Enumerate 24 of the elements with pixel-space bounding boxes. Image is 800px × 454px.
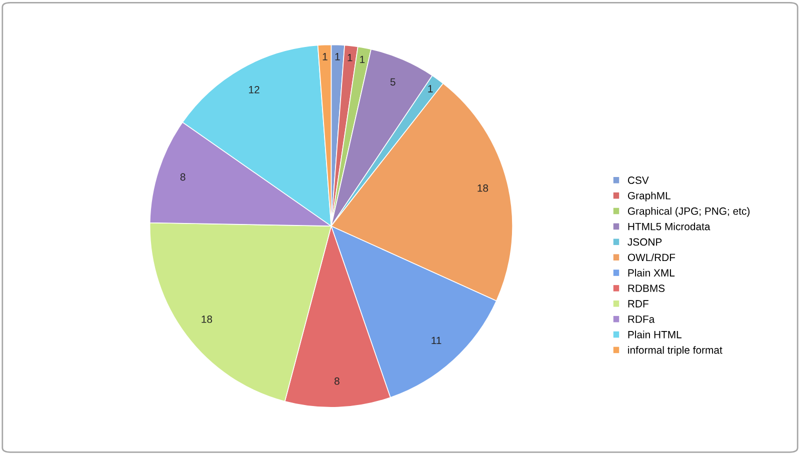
legend-label: Graphical (JPG; PNG; etc)	[628, 207, 750, 217]
data-label: 8	[334, 377, 340, 385]
legend-label: OWL/RDF	[628, 253, 676, 262]
data-label: 5	[390, 78, 396, 86]
data-label: 18	[478, 184, 488, 192]
legend-label: RDBMS	[628, 284, 665, 292]
data-label: 1	[360, 56, 365, 63]
data-label: 1	[348, 54, 352, 62]
legend-label: GraphML	[628, 192, 671, 202]
legend-label: informal triple format	[628, 346, 722, 356]
data-label: 1	[428, 85, 433, 92]
data-label: 8	[180, 173, 186, 181]
data-label: 18	[202, 316, 212, 323]
legend-label: Plain HTML	[628, 330, 682, 338]
data-label: 12	[249, 86, 260, 94]
data-label: 1	[335, 53, 340, 60]
data-label: 11	[432, 336, 442, 344]
legend-label: HTML5 Microdata	[628, 222, 710, 230]
legend-label: RDF	[628, 300, 648, 308]
legend-label: Plain XML	[628, 268, 675, 277]
legend-label: RDFa	[628, 316, 655, 323]
legend-label: CSV	[628, 176, 649, 184]
legend-label: JSONP	[628, 238, 662, 246]
data-label: 1	[322, 53, 328, 60]
